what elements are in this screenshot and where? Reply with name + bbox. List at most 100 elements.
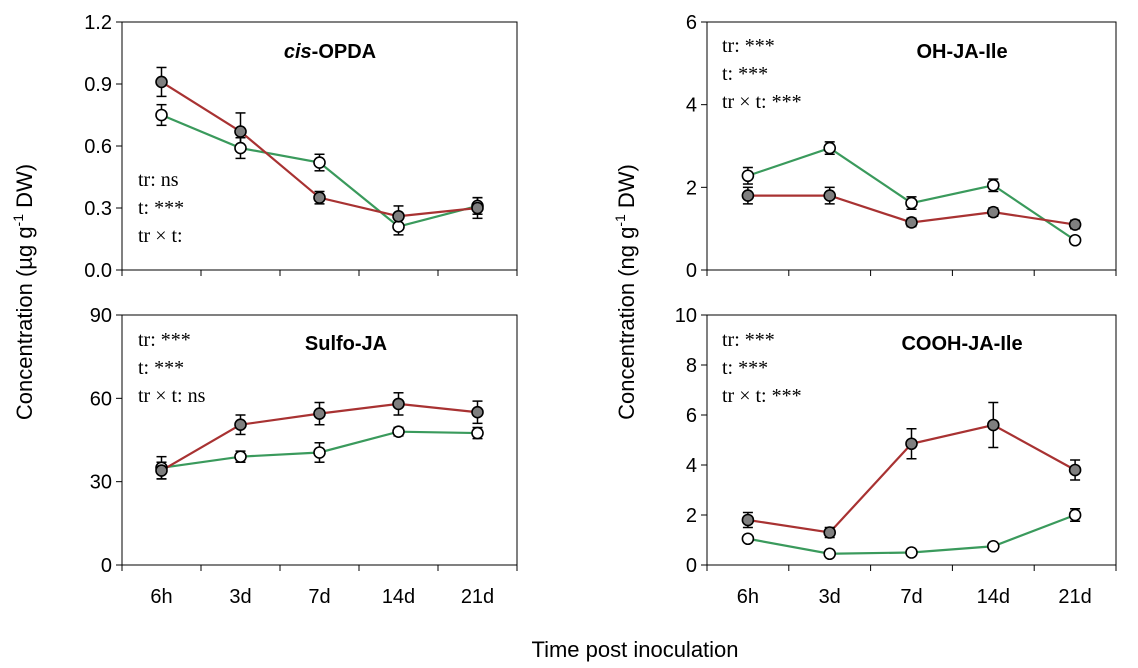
chart-panel-1: 0.0 0.3 0.6 0.9 1.2 cis-OPDA tr: ns t: *** tr × … [84,12,518,282]
data-point-filled [741,513,755,527]
stats-label: tr × t: ns [138,385,206,407]
y-axis-label-right-suffix: DW) [614,164,639,214]
data-point-filled [313,191,326,204]
panel-title-part: Sulfo-JA [305,333,387,355]
data-point-open [741,532,755,546]
data-point-open [823,547,837,561]
data-point-filled [741,189,755,202]
x-tick-label: 3d [819,586,841,608]
data-point-filled [234,418,247,432]
data-point-open [392,220,405,233]
y-tick-label: 30 [90,472,112,494]
data-point-open [471,426,484,440]
plot-frame [121,314,518,566]
data-point-filled [823,526,837,539]
y-tick-label: 0 [686,555,697,577]
data-point-filled [313,407,326,420]
stats-label: t: *** [722,357,768,379]
data-point-filled [986,205,1000,219]
x-tick-label: 6h [737,586,759,608]
x-tick-label: 7d [900,586,922,608]
data-point-open [234,141,247,155]
chart-panel-4: 0 2 4 6 8 10 6h 3d 7d 14d 21d COOH-JA-Ile tr: *** t: … [675,305,1117,608]
y-tick-label: 0.0 [84,260,112,282]
data-point-filled [905,437,918,451]
x-tick-label: 21d [461,586,494,608]
panel-title: Sulfo-JA [305,333,387,355]
data-point-filled [986,418,1000,432]
data-point-filled [392,397,405,411]
data-point-open [1068,508,1082,522]
panel-title-part: -OPDA [312,41,376,63]
stats-label: t: *** [138,197,184,219]
data-point-filled [471,405,484,419]
x-tick-label: 7d [308,586,330,608]
panel-title: COOH-JA-Ile [901,333,1022,355]
panel-title: OH-JA-Ile [916,41,1007,63]
y-tick-label: 2 [686,505,697,527]
y-tick-label: 60 [90,388,112,410]
y-tick-label: 0 [686,260,697,282]
y-tick-label: 8 [686,355,697,377]
y-tick-label: 4 [686,455,697,477]
stats-label: tr × t: [138,225,183,247]
panel-title-part: COOH-JA-Ile [901,333,1022,355]
data-point-open [155,108,168,122]
stats-label: t: *** [138,357,184,379]
data-point-open [986,539,1000,553]
data-point-open [313,446,326,459]
y-axis-label-left-prefix: Concentration (µg g [12,226,37,420]
plot-frame [706,21,1117,271]
data-point-filled [392,209,405,223]
x-tick-label: 3d [229,586,251,608]
plot-frame [706,314,1117,566]
y-tick-label: 10 [675,305,697,327]
y-axis-label-left-suffix: DW) [12,164,37,214]
data-point-open [392,425,405,438]
data-point-open [234,450,247,463]
data-point-open [1068,233,1082,247]
data-point-open [986,178,1000,192]
panel-title-part: cis [284,41,312,63]
panel-title-part: OH-JA-Ile [916,41,1007,63]
y-tick-label: 6 [686,405,697,427]
y-axis-label-right: Concentration (ng g-1 DW) [612,164,639,420]
y-axis-label-left: Concentration (µg g-1 DW) [10,164,37,420]
data-point-open [313,156,326,169]
x-tick-label: 21d [1058,586,1091,608]
data-point-open [905,546,918,559]
y-axis-label-right-sup: -1 [612,214,628,227]
data-point-filled [1068,218,1082,231]
data-point-open [905,196,918,210]
y-tick-label: 90 [90,305,112,327]
stats-label: tr: *** [722,329,775,351]
data-point-filled [823,189,837,202]
x-axis-label: Time post inoculation [531,637,738,662]
x-tick-label: 14d [382,586,415,608]
stats-label: tr × t: *** [722,385,802,407]
data-point-open [741,169,755,183]
y-axis-label-left-sup: -1 [10,214,26,227]
panels: 0.0 0.3 0.6 0.9 1.2 cis-OPDA tr: ns t: *** tr × … [84,12,1117,608]
x-tick-label: 14d [977,586,1010,608]
stats-label: tr: *** [138,329,191,351]
data-point-filled [234,125,247,138]
y-tick-label: 2 [686,177,697,199]
y-axis-label-right-prefix: Concentration (ng g [614,227,639,420]
x-tick-label: 6h [150,586,172,608]
data-point-filled [155,464,168,477]
y-tick-label: 1.2 [84,12,112,34]
data-point-filled [905,216,918,229]
panel-title: cis-OPDA [284,41,376,63]
y-tick-label: 0.9 [84,74,112,96]
data-point-filled [155,75,168,89]
stats-label: tr: ns [138,169,179,191]
y-tick-label: 0.6 [84,136,112,158]
y-tick-label: 0.3 [84,198,112,220]
stats-label: tr: *** [722,35,775,57]
data-point-filled [471,201,484,215]
data-point-open [823,141,837,155]
y-tick-label: 0 [101,555,112,577]
y-tick-label: 4 [686,95,697,117]
